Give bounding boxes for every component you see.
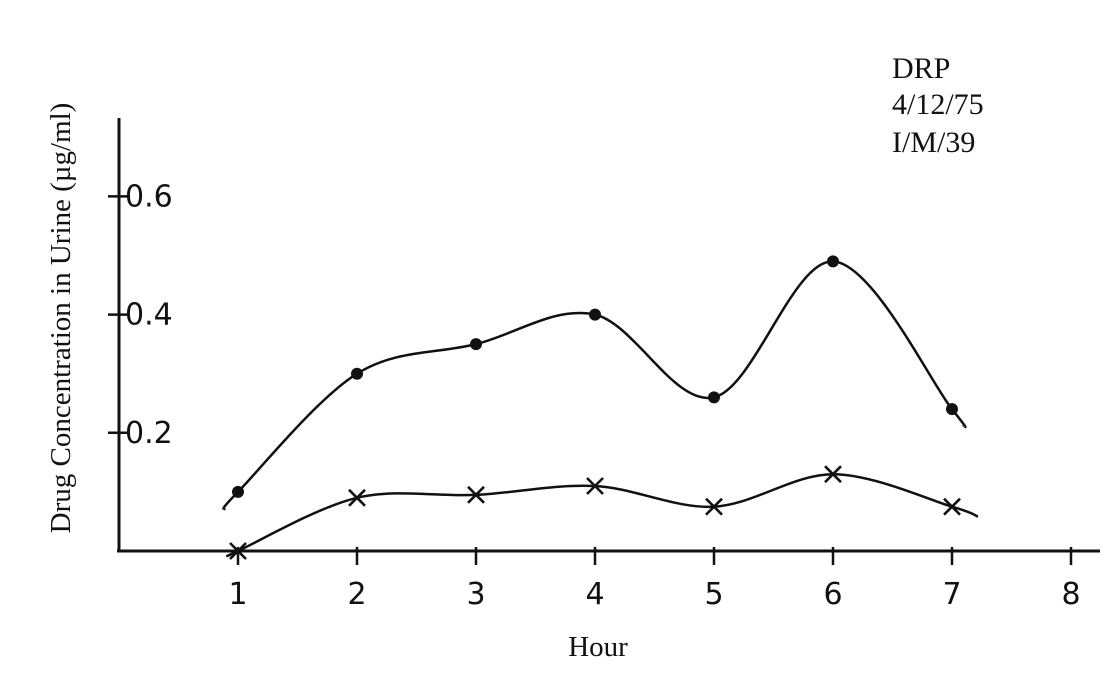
cross-marker-stroke [586, 477, 604, 495]
y-tick-label: 0.4 [125, 298, 173, 333]
axes [117, 118, 1100, 553]
y-axis-title: Drug Concentration in Urine (µg/ml) [45, 103, 77, 534]
data-point [708, 391, 720, 404]
x-tick-label: 7 [942, 577, 961, 612]
x-tick-label: 3 [466, 577, 485, 612]
data-point [467, 485, 485, 504]
x-tick-label: 6 [823, 577, 842, 612]
cross-marker-stroke [467, 485, 485, 504]
data-point [232, 485, 244, 498]
data-point [586, 477, 604, 495]
y-ticks: 0.2 0.4 0.6 [108, 179, 173, 451]
x-tick-label: 2 [347, 577, 366, 612]
x-tick-label: 4 [585, 577, 604, 612]
data-point [351, 367, 363, 380]
series-layer [222, 255, 979, 560]
y-tick-label: 0.6 [125, 179, 173, 214]
x-tick-label: 1 [228, 577, 247, 612]
data-point [348, 488, 366, 507]
data-point [824, 465, 842, 484]
x-ticks: 1 2 3 4 5 6 7 8 [228, 547, 1081, 612]
x-tick-label: 5 [704, 577, 723, 612]
cross-marker-stroke [348, 488, 366, 507]
cross-marker-stroke [705, 497, 723, 516]
cross-marker-stroke [229, 542, 247, 560]
data-point [229, 542, 247, 560]
data-point [705, 497, 723, 516]
series-line [225, 472, 979, 558]
annotation-block: DRP 4/12/75 I/M/39 [892, 52, 984, 159]
annotation-line-3: I/M/39 [892, 126, 975, 159]
cross-marker-stroke [943, 497, 961, 516]
x-axis-title: Hour [568, 631, 628, 663]
cross-marker-stroke [824, 465, 842, 484]
data-point [946, 403, 958, 416]
x-tick-label: 8 [1061, 577, 1080, 612]
data-point [827, 255, 839, 268]
y-tick-label: 0.2 [125, 416, 173, 451]
annotation-line-2: 4/12/75 [892, 88, 984, 121]
data-point [589, 308, 601, 321]
series-line [222, 260, 967, 511]
data-point [943, 497, 961, 516]
data-point [470, 338, 482, 351]
annotation-line-1: DRP [892, 52, 950, 85]
